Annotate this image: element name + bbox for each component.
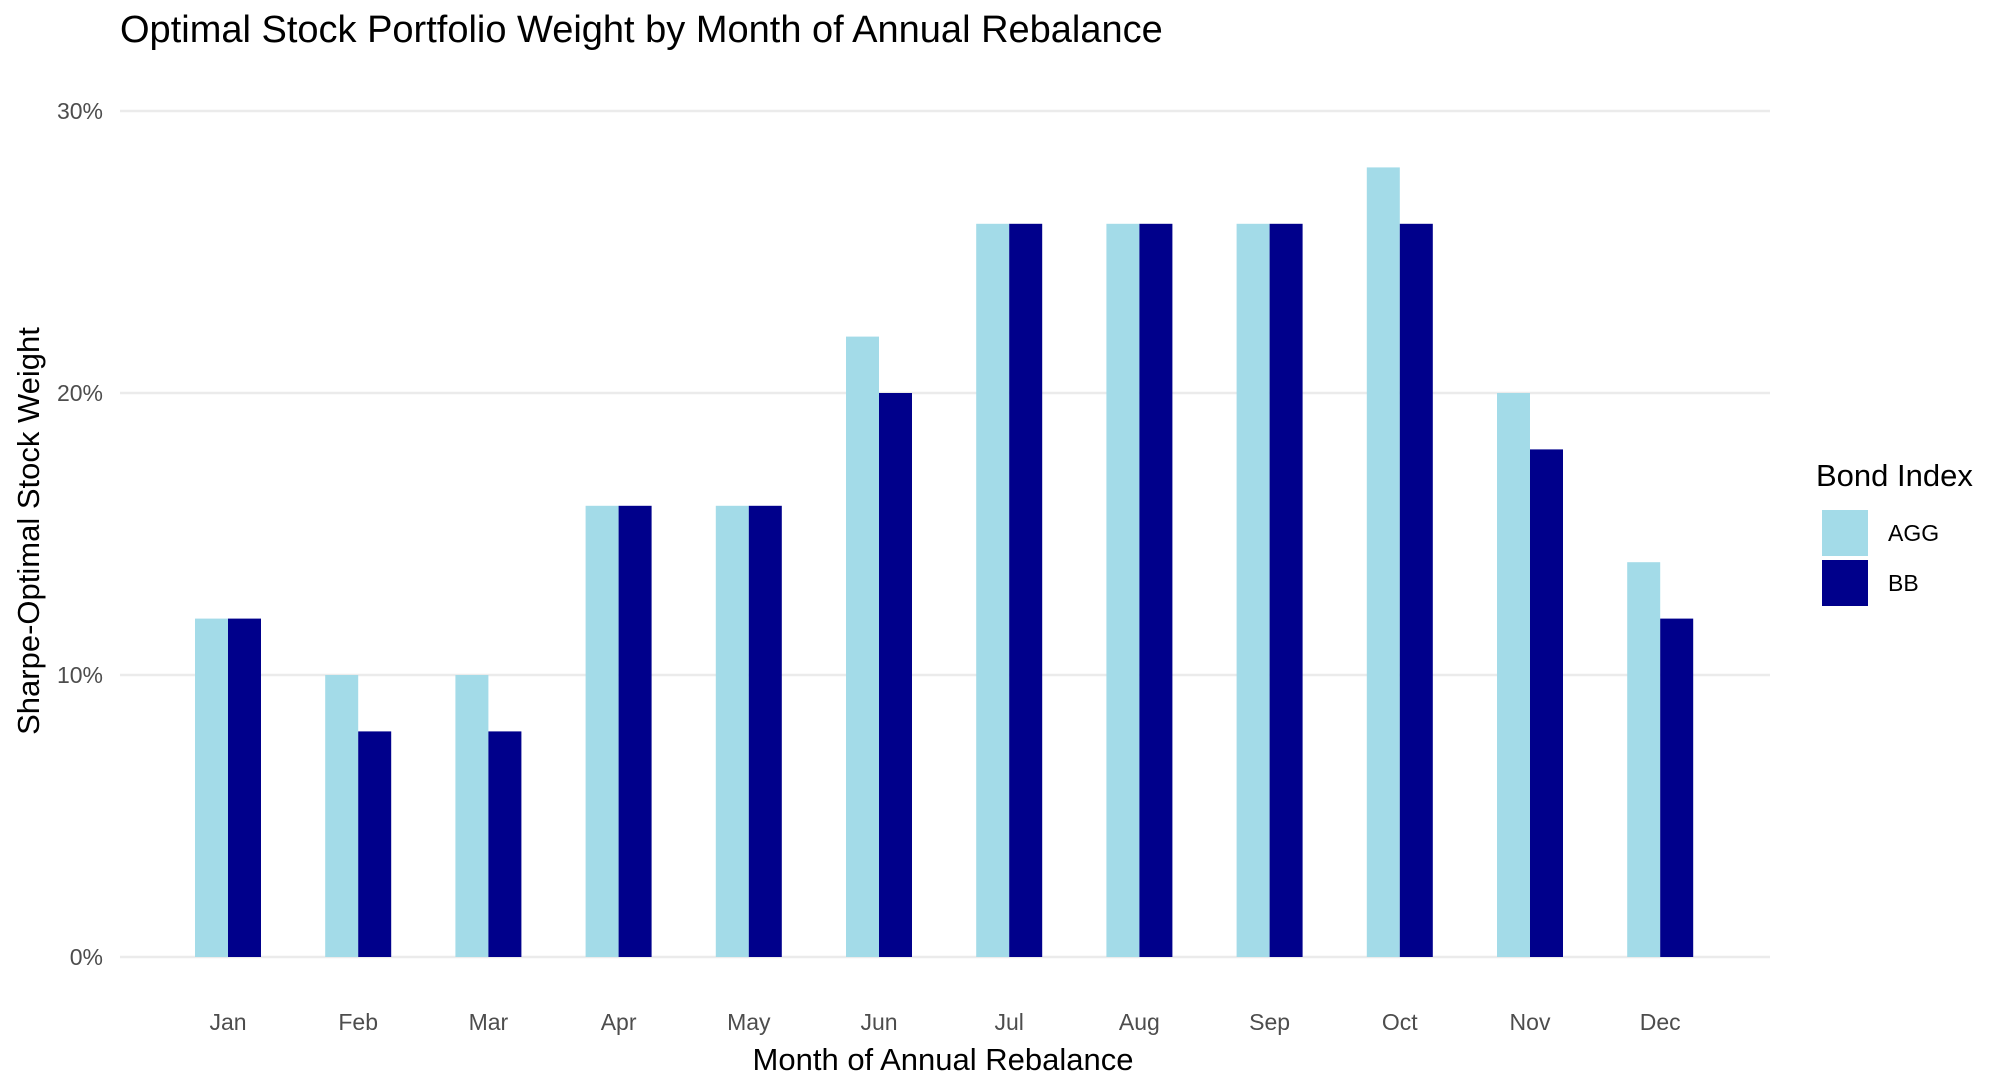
legend: Bond Index AGG BB — [1816, 458, 1973, 606]
bar-agg — [1627, 562, 1661, 957]
bar-agg — [715, 505, 749, 957]
bar-agg — [976, 223, 1010, 958]
x-tick-label: Jan — [209, 1009, 246, 1035]
y-tick-label: 0% — [70, 944, 103, 970]
y-tick-label: 20% — [57, 380, 103, 406]
x-tick-label: Apr — [601, 1009, 637, 1035]
x-tick-label: Feb — [338, 1009, 378, 1035]
bar-agg — [1366, 167, 1400, 957]
bar-bb — [1530, 449, 1563, 957]
bar-bb — [358, 731, 392, 957]
x-axis-title: Month of Annual Rebalance — [753, 1042, 1134, 1077]
legend-label: BB — [1888, 570, 1919, 596]
chart-title: Optimal Stock Portfolio Weight by Month … — [120, 9, 1163, 51]
legend-label: AGG — [1888, 520, 1939, 546]
bar-agg — [846, 336, 879, 958]
x-tick-label: Dec — [1640, 1009, 1681, 1035]
bar-bb — [488, 731, 522, 957]
x-tick-label: May — [727, 1009, 771, 1035]
bar-bb — [618, 505, 652, 957]
x-tick-label: Aug — [1119, 1009, 1160, 1035]
legend-title: Bond Index — [1816, 458, 1973, 493]
y-axis-ticks: 0% 10% 20% 30% — [57, 98, 103, 970]
bar-bb — [879, 393, 912, 957]
y-axis-title: Sharpe-Optimal Stock Weight — [11, 327, 46, 735]
bar-agg — [585, 505, 619, 957]
x-tick-label: Jun — [860, 1009, 897, 1035]
bar-agg — [195, 618, 228, 957]
bar-agg — [1106, 223, 1140, 958]
bar-bb — [1269, 223, 1303, 958]
x-axis-ticks: Jan Feb Mar Apr May Jun Jul Aug Sep Oct Nov Dec — [209, 1009, 1680, 1035]
bars — [195, 167, 1694, 958]
bar-agg — [1236, 223, 1270, 958]
bar-bb — [1139, 223, 1173, 958]
legend-key-agg — [1822, 510, 1868, 556]
bar-bb — [1009, 223, 1043, 958]
x-tick-label: Oct — [1382, 1009, 1418, 1035]
bar-agg — [325, 675, 359, 957]
bar-agg — [455, 675, 489, 957]
y-tick-label: 10% — [57, 662, 103, 688]
bar-bb — [1660, 618, 1694, 957]
bar-bb — [228, 618, 261, 957]
x-tick-label: Mar — [469, 1009, 509, 1035]
x-tick-label: Sep — [1249, 1009, 1290, 1035]
legend-key-bb — [1822, 560, 1868, 606]
gridlines — [120, 109, 1770, 959]
bar-bb — [1399, 223, 1433, 958]
x-tick-label: Nov — [1510, 1009, 1551, 1035]
y-tick-label: 30% — [57, 98, 103, 124]
bar-agg — [1497, 393, 1530, 957]
bar-bb — [748, 505, 782, 957]
x-tick-label: Jul — [994, 1009, 1023, 1035]
